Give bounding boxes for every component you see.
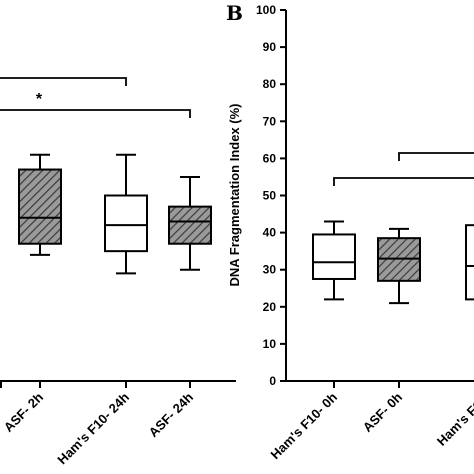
iqr-box	[465, 224, 474, 301]
panel-a-significance: *	[0, 77, 191, 118]
x-category-label: ASF- 0h	[360, 389, 405, 434]
panel-b-x-ticks	[333, 381, 400, 388]
y-tick-label: 0	[269, 374, 276, 388]
box-plot	[18, 153, 62, 256]
y-tick-label: 10	[263, 337, 277, 351]
iqr-box	[104, 194, 148, 253]
panel-b-significance	[333, 152, 474, 186]
y-tick-label: 40	[263, 226, 277, 240]
panel-b-y-ticks: 0 10 20 30 40 50 60 70 80 90 100	[256, 3, 286, 388]
iqr-box	[18, 168, 62, 245]
y-tick-label: 90	[263, 40, 277, 54]
panel-a-bracket-lower	[0, 109, 191, 118]
y-tick-label: 60	[263, 151, 277, 165]
panel-a-x-labels: ASF- 2h Ham's F10- 24h ASF- 24h	[1, 389, 196, 467]
box-plot	[168, 175, 212, 271]
panel-b: B 0 10 20 30 40 50 60 70 80 90 100 DNA Fragmentati…	[226, 1, 474, 462]
box-plot	[465, 224, 474, 301]
x-category-label: ASF- 24h	[146, 389, 196, 439]
panel-a-boxes	[18, 153, 212, 275]
panel-b-label: B	[226, 1, 243, 25]
box-plot	[104, 153, 148, 275]
panel-b-y-axis-label: DNA Fragmentation Index (%)	[227, 104, 242, 287]
y-tick-label: 30	[263, 263, 277, 277]
y-tick-label: 80	[263, 77, 277, 91]
panel-a-bracket-upper	[0, 77, 127, 86]
box-plot	[312, 220, 356, 301]
panel-b-bracket-lower	[333, 177, 474, 186]
y-tick-label: 100	[256, 3, 276, 17]
panel-a-x-ticks	[0, 381, 191, 388]
x-category-label: Ham's F10-	[434, 390, 474, 449]
panel-a: ASF- 2h Ham's F10- 24h ASF- 24h *	[0, 77, 236, 467]
iqr-box	[312, 233, 356, 280]
panel-b-boxes	[312, 220, 474, 305]
y-tick-label: 70	[263, 114, 277, 128]
y-tick-label: 50	[263, 189, 277, 203]
x-category-label: Ham's F10- 24h	[54, 389, 132, 467]
x-category-label: Ham's F10- 0h	[268, 389, 341, 462]
box-plot	[377, 227, 421, 305]
panel-b-bracket-upper	[398, 152, 474, 161]
panel-a-significance-star: *	[36, 91, 43, 108]
panel-b-x-labels: Ham's F10- 0h ASF- 0h Ham's F10-	[268, 389, 474, 462]
x-category-label: ASF- 2h	[1, 389, 46, 434]
y-tick-label: 20	[263, 300, 277, 314]
iqr-box	[168, 205, 212, 245]
